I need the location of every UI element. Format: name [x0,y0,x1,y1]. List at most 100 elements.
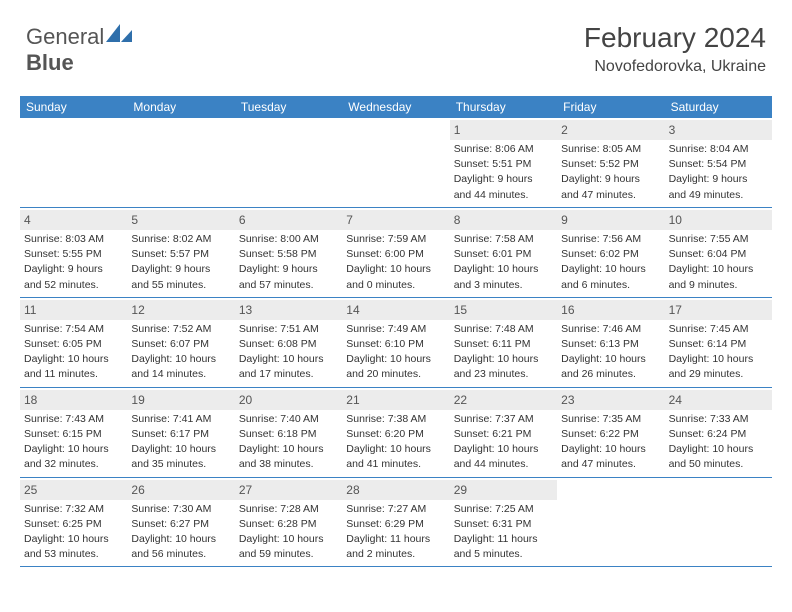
day-sun-info: Sunrise: 7:58 AMSunset: 6:01 PMDaylight:… [454,232,553,293]
day-number: 19 [131,393,144,407]
day-info-line: Sunrise: 7:30 AM [131,502,230,517]
day-info-line: Daylight: 9 hours [454,172,553,187]
day-info-line: Daylight: 10 hours [346,442,445,457]
day-number-row: 26 [127,480,234,500]
day-sun-info: Sunrise: 8:02 AMSunset: 5:57 PMDaylight:… [131,232,230,293]
day-info-line: and 6 minutes. [561,278,660,293]
calendar-day: 10Sunrise: 7:55 AMSunset: 6:04 PMDayligh… [665,208,772,297]
day-info-line: and 44 minutes. [454,457,553,472]
weekday-header: Friday [557,96,664,118]
day-number: 16 [561,303,574,317]
day-info-line: Sunset: 6:15 PM [24,427,123,442]
day-number: 11 [24,303,36,317]
logo-text: General Blue [26,24,134,76]
day-info-line: Daylight: 10 hours [454,262,553,277]
day-info-line: Sunset: 5:55 PM [24,247,123,262]
day-number-row: 27 [235,480,342,500]
calendar-day: 25Sunrise: 7:32 AMSunset: 6:25 PMDayligh… [20,478,127,567]
calendar-day: 28Sunrise: 7:27 AMSunset: 6:29 PMDayligh… [342,478,449,567]
day-info-line: Daylight: 10 hours [24,532,123,547]
weekday-header: Monday [127,96,234,118]
calendar-day [20,118,127,207]
day-number: 17 [669,303,682,317]
day-info-line: and 59 minutes. [239,547,338,562]
calendar-week: 4 Sunrise: 8:03 AMSunset: 5:55 PM Daylight… [20,208,772,298]
day-sun-info: Sunrise: 7:41 AMSunset: 6:17 PMDaylight:… [131,412,230,473]
day-number-row: 8 [450,210,557,230]
day-number-row: 5 [127,210,234,230]
day-info-line: and 0 minutes. [346,278,445,293]
day-info-line: Daylight: 10 hours [24,352,123,367]
day-sun-info: Sunrise: 7:45 AMSunset: 6:14 PMDaylight:… [669,322,768,383]
day-number: 14 [346,303,359,317]
day-info-line: Sunrise: 8:03 AM [24,232,123,247]
day-info-line: Sunset: 5:57 PM [131,247,230,262]
day-info-line: and 9 minutes. [669,278,768,293]
weekday-header: Tuesday [235,96,342,118]
page-title: February 2024 [584,22,766,54]
day-number-row: 7 [342,210,449,230]
day-info-line: and 38 minutes. [239,457,338,472]
calendar-week: 11Sunrise: 7:54 AMSunset: 6:05 PMDayligh… [20,298,772,388]
day-info-line: Sunrise: 7:59 AM [346,232,445,247]
day-sun-info: Sunrise: 7:30 AMSunset: 6:27 PMDaylight:… [131,502,230,563]
calendar-day: 24Sunrise: 7:33 AMSunset: 6:24 PMDayligh… [665,388,772,477]
day-number-row: 2 [557,120,664,140]
day-info-line: and 3 minutes. [454,278,553,293]
day-info-line: Sunrise: 7:35 AM [561,412,660,427]
day-info-line: and 41 minutes. [346,457,445,472]
day-info-line: Sunrise: 7:58 AM [454,232,553,247]
day-number: 10 [669,213,682,227]
day-sun-info: Sunrise: 7:46 AMSunset: 6:13 PMDaylight:… [561,322,660,383]
day-number-row: 11 [20,300,127,320]
weekday-header: Wednesday [342,96,449,118]
day-info-line: and 2 minutes. [346,547,445,562]
calendar-day: 16 Sunrise: 7:46 AMSunset: 6:13 PMDayligh… [557,298,664,387]
day-info-line: Sunset: 6:31 PM [454,517,553,532]
day-info-line: and 56 minutes. [131,547,230,562]
day-info-line: Daylight: 10 hours [131,532,230,547]
day-sun-info: Sunrise: 7:25 AMSunset: 6:31 PMDaylight:… [454,502,553,563]
calendar-day: 15Sunrise: 7:48 AMSunset: 6:11 PMDayligh… [450,298,557,387]
day-info-line: and 44 minutes. [454,188,553,203]
day-info-line: Sunrise: 7:28 AM [239,502,338,517]
calendar-day: 1Sunrise: 8:06 AMSunset: 5:51 PMDaylight… [450,118,557,207]
day-number: 15 [454,303,467,317]
day-info-line: Sunrise: 8:06 AM [454,142,553,157]
calendar-day: 19 Sunrise: 7:41 AMSunset: 6:17 PMDayligh… [127,388,234,477]
day-info-line: and 14 minutes. [131,367,230,382]
day-info-line: and 26 minutes. [561,367,660,382]
day-number: 5 [131,213,138,227]
day-sun-info: Sunrise: 7:43 AMSunset: 6:15 PMDaylight:… [24,412,123,473]
calendar-day: 29Sunrise: 7:25 AMSunset: 6:31 PMDayligh… [450,478,557,567]
weekday-header-row: SundayMondayTuesdayWednesdayThursdayFrid… [20,96,772,118]
day-number: 1 [454,123,461,137]
day-info-line: Sunrise: 7:48 AM [454,322,553,337]
day-info-line: Sunset: 6:04 PM [669,247,768,262]
day-number: 7 [346,213,353,227]
day-info-line: Sunset: 6:08 PM [239,337,338,352]
day-info-line: Daylight: 10 hours [561,442,660,457]
location-label: Novofedorovka, Ukraine [584,58,766,76]
day-number: 2 [561,123,568,137]
calendar-week: 25Sunrise: 7:32 AMSunset: 6:25 PMDayligh… [20,478,772,568]
header: February 2024 Novofedorovka, Ukraine [584,22,766,76]
day-number-row: 12 [127,300,234,320]
day-number-row: 4 [20,210,127,230]
day-sun-info: Sunrise: 7:52 AMSunset: 6:07 PMDaylight:… [131,322,230,383]
day-number-row: 28 [342,480,449,500]
day-info-line: and 50 minutes. [669,457,768,472]
calendar-body: 1Sunrise: 8:06 AMSunset: 5:51 PMDaylight… [20,118,772,567]
day-info-line: and 53 minutes. [24,547,123,562]
day-info-line: Sunrise: 7:52 AM [131,322,230,337]
calendar-day: 4Sunrise: 8:03 AMSunset: 5:55 PMDaylight… [20,208,127,297]
day-sun-info: Sunrise: 8:04 AMSunset: 5:54 PMDaylight:… [669,142,768,203]
day-info-line: Sunrise: 7:40 AM [239,412,338,427]
calendar-day [127,118,234,207]
day-info-line: Daylight: 11 hours [454,532,553,547]
calendar-day: 6Sunrise: 8:00 AMSunset: 5:58 PMDaylight… [235,208,342,297]
day-info-line: Sunrise: 7:25 AM [454,502,553,517]
day-info-line: Sunset: 6:07 PM [131,337,230,352]
day-info-line: Sunset: 6:20 PM [346,427,445,442]
day-info-line: Sunrise: 8:04 AM [669,142,768,157]
